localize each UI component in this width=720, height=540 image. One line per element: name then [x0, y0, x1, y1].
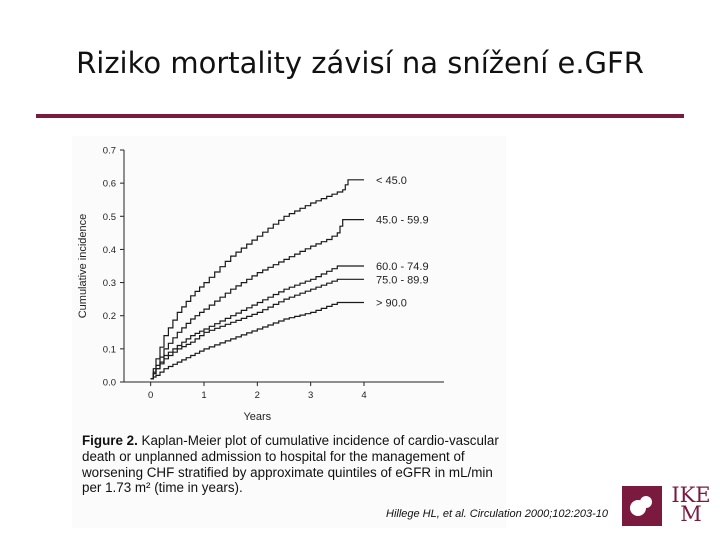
figure-caption-text: Kaplan-Meier plot of cumulative incidenc… [82, 433, 499, 496]
series-label: 75.0 - 89.9 [376, 274, 429, 286]
series-label: > 90.0 [376, 297, 407, 309]
km-curve-1 [150, 179, 364, 380]
logo-text-line2: M [680, 502, 702, 526]
series-label: 45.0 - 59.9 [376, 215, 429, 227]
title-divider [36, 114, 684, 118]
x-tick-label: 4 [361, 390, 366, 401]
km-curve-4 [150, 278, 364, 380]
slide-title: Riziko mortality závisí na snížení e.GFR [76, 46, 644, 80]
x-axis-label: Years [243, 411, 271, 423]
x-tick-label: 1 [201, 390, 206, 401]
x-tick-label: 3 [308, 390, 313, 401]
x-tick-label: 2 [255, 390, 260, 401]
figure-label: Figure 2. [82, 433, 138, 448]
y-tick-label: 0.5 [103, 212, 116, 223]
y-tick-label: 0.4 [103, 245, 116, 256]
km-curve-3 [150, 265, 364, 380]
km-curve-2 [150, 219, 364, 380]
logo-text-line1: IKE [671, 483, 711, 507]
logo-mark-icon [630, 496, 652, 516]
institution-logo [622, 486, 662, 526]
figure-panel [72, 136, 506, 528]
series-label: 60.0 - 74.9 [376, 261, 429, 273]
y-tick-label: 0.0 [103, 378, 116, 389]
figure-caption: Figure 2. Kaplan-Meier plot of cumulativ… [82, 433, 512, 496]
y-tick-label: 0.2 [103, 311, 116, 322]
y-axis-label: Cumulative incidence [77, 214, 89, 319]
citation: Hillege HL, et al. Circulation 2000;102:… [386, 508, 608, 520]
logo-text: IKE M [666, 483, 716, 526]
y-tick-label: 0.6 [103, 179, 116, 190]
y-tick-label: 0.1 [103, 344, 116, 355]
series-label: < 45.0 [376, 175, 407, 187]
y-tick-label: 0.7 [103, 146, 116, 157]
km-curve-5 [150, 301, 364, 380]
x-tick-label: 0 [148, 390, 153, 401]
y-tick-label: 0.3 [103, 278, 116, 289]
km-plot: 0.0 0.1 0.2 0.3 0.4 0.5 0.6 0.7 0 1 2 3 4 Years Cumula… [77, 146, 444, 423]
